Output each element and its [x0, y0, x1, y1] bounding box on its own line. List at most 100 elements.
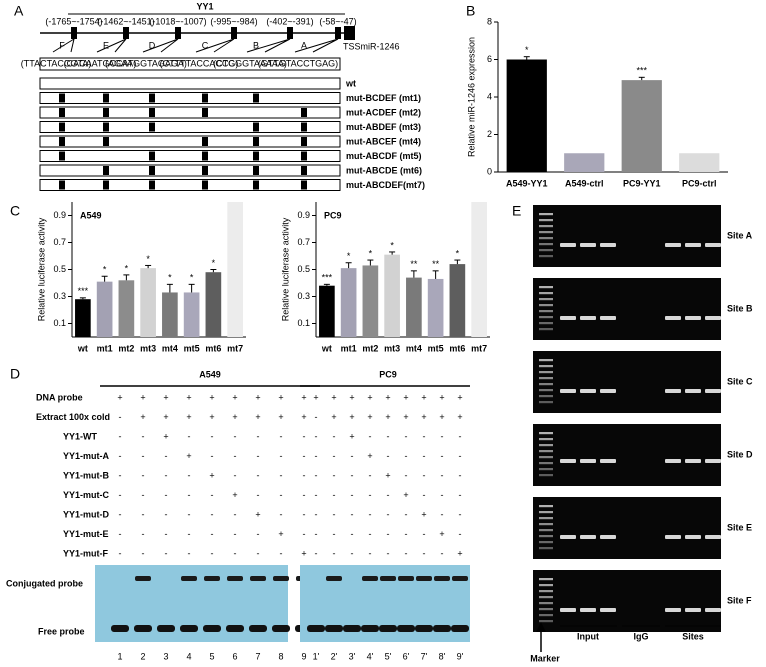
- mutated-site: [202, 166, 208, 175]
- mutated-site: [59, 122, 65, 132]
- condition-sign: -: [459, 431, 462, 441]
- error-bar: [123, 274, 130, 281]
- lane-number: 5': [385, 651, 392, 661]
- condition-sign: +: [232, 490, 237, 500]
- significance: ***: [78, 286, 89, 296]
- bar: [140, 268, 156, 337]
- mutated-site: [59, 108, 65, 117]
- condition-sign: -: [280, 431, 283, 441]
- y-tick-label: 0.3: [297, 291, 310, 301]
- condition-sign: -: [188, 529, 191, 539]
- construct-box: [39, 150, 341, 162]
- condition-sign: -: [280, 490, 283, 500]
- lane-number: 1: [117, 651, 122, 661]
- x-tick-label: mt3: [140, 343, 156, 353]
- condition-sign: +: [163, 431, 168, 441]
- condition-sign: -: [387, 431, 390, 441]
- condition-sign: -: [280, 509, 283, 519]
- x-tick-label: mt6: [205, 343, 221, 353]
- conjugated-band: [227, 576, 243, 581]
- ladder-band: [539, 322, 553, 325]
- ladder-band: [539, 298, 553, 301]
- site-position: (-995~-984): [210, 16, 257, 26]
- ladder-band: [539, 578, 553, 581]
- ladder-band: [539, 438, 553, 441]
- panel-label: D: [10, 366, 20, 382]
- condition-sign: -: [257, 431, 260, 441]
- condition-sign: -: [234, 509, 237, 519]
- condition-sign: +: [163, 412, 168, 422]
- pcr-band: [705, 459, 721, 463]
- condition-sign: -: [369, 548, 372, 558]
- conjugated-band: [204, 576, 220, 581]
- condition-sign: -: [188, 470, 191, 480]
- site-letter: B: [253, 40, 259, 50]
- condition-sign: -: [119, 470, 122, 480]
- free-band: [249, 625, 267, 632]
- bar: [427, 278, 444, 337]
- construct-box: [39, 179, 341, 191]
- condition-sign: -: [188, 431, 191, 441]
- row-label: YY1-mut-D: [63, 509, 110, 519]
- y-tick-label: 0.3: [53, 291, 66, 301]
- y-tick-label: 0.1: [53, 318, 66, 328]
- condition-sign: +: [421, 412, 426, 422]
- condition-sign: -: [119, 529, 122, 539]
- y-tick-label: 6: [487, 54, 492, 64]
- condition-sign: -: [423, 529, 426, 539]
- condition-sign: -: [405, 529, 408, 539]
- condition-sign: -: [333, 490, 336, 500]
- site-block: [123, 27, 129, 39]
- free-band: [180, 625, 198, 632]
- ladder-band: [539, 243, 553, 246]
- free-band: [272, 625, 290, 632]
- ladder-band: [539, 225, 553, 228]
- condition-sign: +: [278, 412, 283, 422]
- condition-sign: +: [385, 392, 390, 402]
- mutated-site: [253, 93, 259, 103]
- pcr-band: [705, 389, 721, 393]
- ladder-band: [539, 450, 553, 453]
- mutated-site: [103, 122, 109, 132]
- construct-label: mut-ABDEF (mt3): [346, 122, 421, 132]
- condition-sign: +: [186, 451, 191, 461]
- condition-sign: +: [403, 412, 408, 422]
- condition-sign: +: [349, 412, 354, 422]
- x-tick-label: mt7: [227, 343, 243, 353]
- site-label: Site A: [727, 230, 753, 240]
- condition-sign: -: [303, 451, 306, 461]
- mutated-site: [149, 151, 155, 161]
- sequence-box: [39, 57, 341, 71]
- condition-sign: -: [280, 548, 283, 558]
- condition-sign: -: [211, 490, 214, 500]
- pcr-band: [685, 535, 701, 539]
- bar: [471, 202, 487, 337]
- condition-sign: -: [119, 548, 122, 558]
- condition-sign: -: [188, 509, 191, 519]
- site-label: Site E: [727, 522, 752, 532]
- condition-sign: -: [142, 548, 145, 558]
- mutated-site: [253, 180, 259, 190]
- pcr-band: [560, 389, 576, 393]
- ladder-band: [539, 395, 553, 398]
- condition-sign: -: [315, 431, 318, 441]
- conjugated-band: [181, 576, 197, 581]
- condition-sign: +: [278, 392, 283, 402]
- site-block: [71, 27, 77, 39]
- pcr-band: [600, 535, 616, 539]
- conjugated-band: [380, 576, 396, 581]
- condition-sign: -: [119, 451, 122, 461]
- mutated-site: [149, 108, 155, 117]
- lane-number: 2': [331, 651, 338, 661]
- condition-sign: +: [163, 392, 168, 402]
- mutated-site: [103, 137, 109, 146]
- pcr-band: [560, 316, 576, 320]
- mutated-site: [103, 166, 109, 175]
- site-position: (-1765~-1754): [45, 16, 102, 26]
- condition-sign: -: [459, 529, 462, 539]
- error-bar: [166, 283, 173, 293]
- site-block: [175, 27, 181, 39]
- condition-sign: -: [441, 548, 444, 558]
- error-bar: [410, 270, 417, 278]
- construct-box: [39, 106, 341, 119]
